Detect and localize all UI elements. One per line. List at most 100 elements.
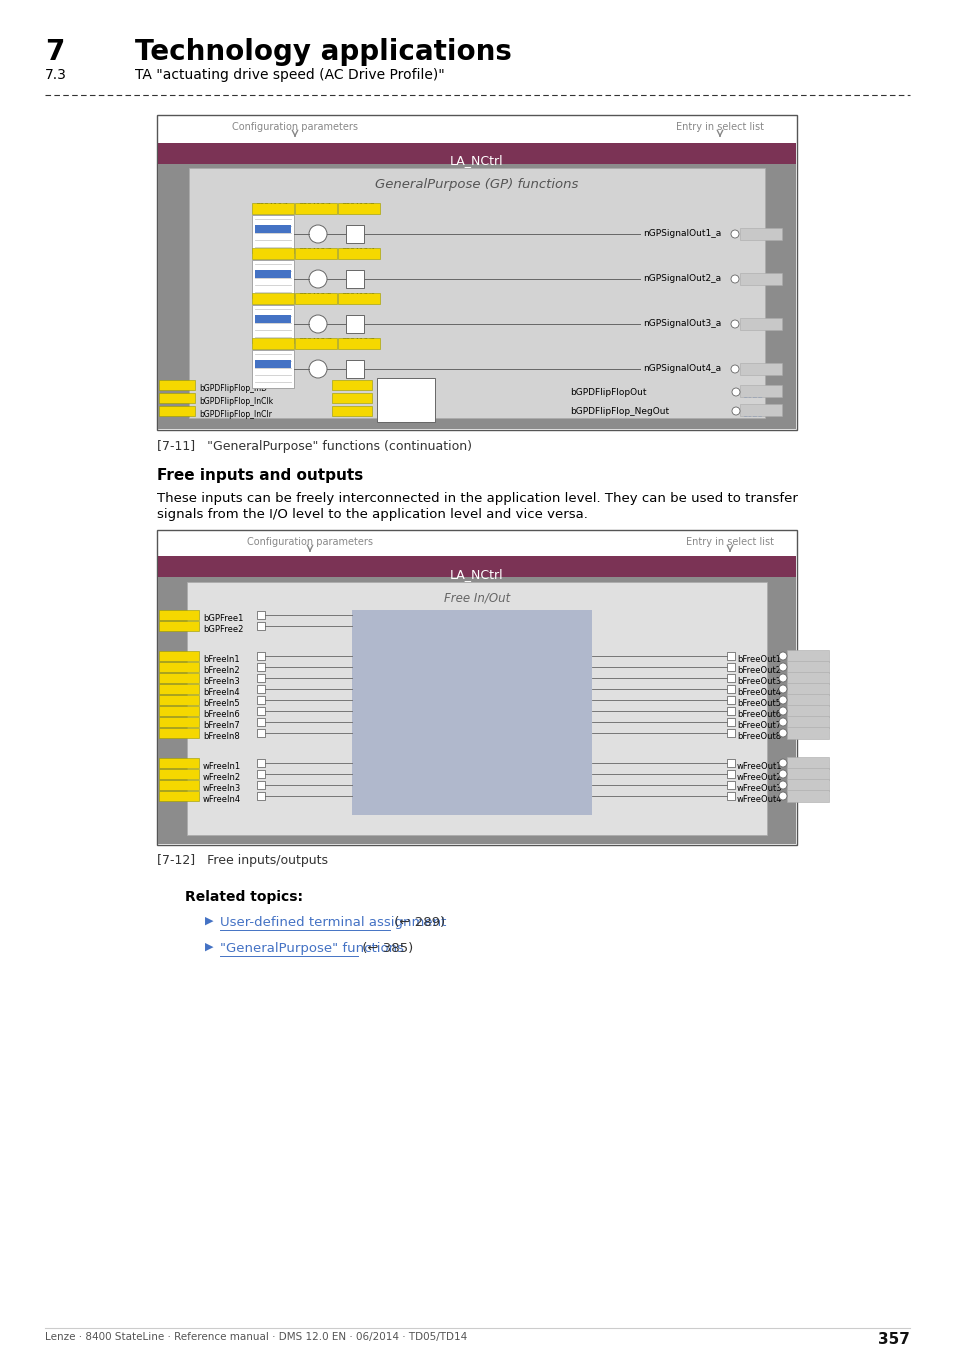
- Text: signals from the I/O level to the application level and vice versa.: signals from the I/O level to the applic…: [157, 508, 587, 521]
- Circle shape: [730, 230, 739, 238]
- Text: 1029: 1029: [788, 655, 809, 664]
- Text: 1012: 1012: [741, 369, 762, 377]
- Bar: [786, 728, 828, 738]
- Circle shape: [309, 225, 327, 243]
- Bar: [256, 729, 265, 737]
- Bar: [726, 697, 734, 703]
- Text: bFreeOut5: bFreeOut5: [737, 699, 781, 707]
- Text: C700/28: C700/28: [166, 784, 192, 788]
- Text: (↩ 385): (↩ 385): [357, 942, 413, 954]
- Text: 1030: 1030: [788, 666, 809, 675]
- Bar: [740, 228, 781, 240]
- Circle shape: [779, 674, 786, 682]
- Bar: [337, 293, 379, 304]
- Text: bFreeIn4: bFreeIn4: [203, 688, 239, 697]
- Bar: [740, 385, 781, 397]
- Text: bGPDFlipFlop_InClr: bGPDFlipFlop_InClr: [199, 410, 272, 418]
- Circle shape: [779, 718, 786, 726]
- Text: C700/27: C700/27: [166, 774, 192, 778]
- Text: +: +: [314, 319, 322, 329]
- Text: C701/44: C701/44: [166, 688, 192, 693]
- Bar: [346, 270, 364, 288]
- Text: +: +: [314, 230, 322, 239]
- Text: nGPSignalOut1_a: nGPSignalOut1_a: [642, 230, 720, 238]
- Text: bGPDFlipFlop_NegOut: bGPDFlipFlop_NegOut: [569, 406, 668, 416]
- Text: bFreeOut6: bFreeOut6: [737, 710, 781, 720]
- Bar: [337, 202, 379, 215]
- Bar: [786, 683, 828, 695]
- Bar: [726, 718, 734, 726]
- Text: 1022: 1022: [741, 392, 762, 400]
- Circle shape: [731, 387, 740, 396]
- Bar: [786, 757, 828, 769]
- Bar: [256, 697, 265, 703]
- Circle shape: [731, 406, 740, 414]
- Bar: [337, 338, 379, 350]
- Text: Related topics:: Related topics:: [185, 890, 303, 905]
- Bar: [256, 674, 265, 682]
- Bar: [252, 338, 294, 350]
- Circle shape: [779, 707, 786, 716]
- Bar: [786, 672, 828, 684]
- Text: 1024: 1024: [788, 774, 809, 782]
- Bar: [159, 757, 199, 768]
- Text: "GeneralPurpose" functions: "GeneralPurpose" functions: [220, 942, 403, 954]
- Bar: [346, 360, 364, 378]
- Bar: [159, 728, 199, 738]
- Circle shape: [779, 792, 786, 801]
- Bar: [726, 707, 734, 716]
- Text: bGPDFlipFlopOut: bGPDFlipFlopOut: [569, 387, 646, 397]
- Bar: [159, 684, 199, 694]
- Text: C00413/5: C00413/5: [298, 293, 333, 298]
- Text: wFreeOut2: wFreeOut2: [737, 774, 781, 782]
- Text: bGPDFlipFlop_InClk: bGPDFlipFlop_InClk: [199, 397, 273, 406]
- Bar: [189, 167, 764, 418]
- Text: [7-11]   "GeneralPurpose" functions (continuation): [7-11] "GeneralPurpose" functions (conti…: [157, 440, 472, 454]
- Text: GeneralPurpose (GP) functions: GeneralPurpose (GP) functions: [375, 178, 578, 190]
- Text: C700/29: C700/29: [166, 795, 192, 801]
- Text: bFreeOut2: bFreeOut2: [737, 666, 781, 675]
- Bar: [256, 622, 265, 630]
- Text: ▶: ▶: [205, 917, 216, 926]
- Text: +: +: [314, 364, 322, 374]
- Circle shape: [779, 697, 786, 703]
- Text: [7-12]   Free inputs/outputs: [7-12] Free inputs/outputs: [157, 855, 328, 867]
- Bar: [158, 556, 795, 578]
- Text: 1026: 1026: [788, 795, 809, 805]
- Text: bFreeIn5: bFreeIn5: [203, 699, 239, 707]
- Text: 1025: 1025: [788, 784, 809, 792]
- Text: bFreeOut1: bFreeOut1: [737, 655, 781, 664]
- Text: wFreeIn3: wFreeIn3: [203, 784, 241, 792]
- Text: 1011: 1011: [741, 323, 762, 332]
- Bar: [254, 225, 291, 234]
- Bar: [332, 393, 372, 404]
- Text: C1: C1: [380, 392, 395, 401]
- Bar: [159, 780, 199, 790]
- Text: 1010: 1010: [741, 278, 762, 288]
- Text: 7.3: 7.3: [45, 68, 67, 82]
- Bar: [786, 705, 828, 717]
- Text: Entry in select list: Entry in select list: [685, 537, 773, 547]
- Bar: [352, 610, 592, 815]
- Bar: [254, 315, 291, 323]
- Text: Lenze · 8400 StateLine · Reference manual · DMS 12.0 EN · 06/2014 · TD05/TD14: Lenze · 8400 StateLine · Reference manua…: [45, 1332, 467, 1342]
- Text: bFreeIn2: bFreeIn2: [203, 666, 239, 675]
- Bar: [252, 248, 294, 259]
- Bar: [256, 782, 265, 788]
- Bar: [254, 360, 291, 369]
- Circle shape: [309, 315, 327, 333]
- Bar: [332, 379, 372, 390]
- Text: wFreeIn4: wFreeIn4: [203, 795, 241, 805]
- Text: 1036: 1036: [788, 732, 809, 741]
- Bar: [158, 163, 795, 429]
- Text: C701/43: C701/43: [166, 676, 192, 682]
- Bar: [256, 684, 265, 693]
- Circle shape: [730, 320, 739, 328]
- Bar: [346, 315, 364, 333]
- Bar: [252, 215, 294, 252]
- Text: C00413/2: C00413/2: [342, 202, 375, 209]
- Bar: [294, 202, 336, 215]
- Text: Configuration parameters: Configuration parameters: [247, 537, 373, 547]
- Bar: [786, 716, 828, 728]
- Text: C00413/4: C00413/4: [342, 248, 375, 254]
